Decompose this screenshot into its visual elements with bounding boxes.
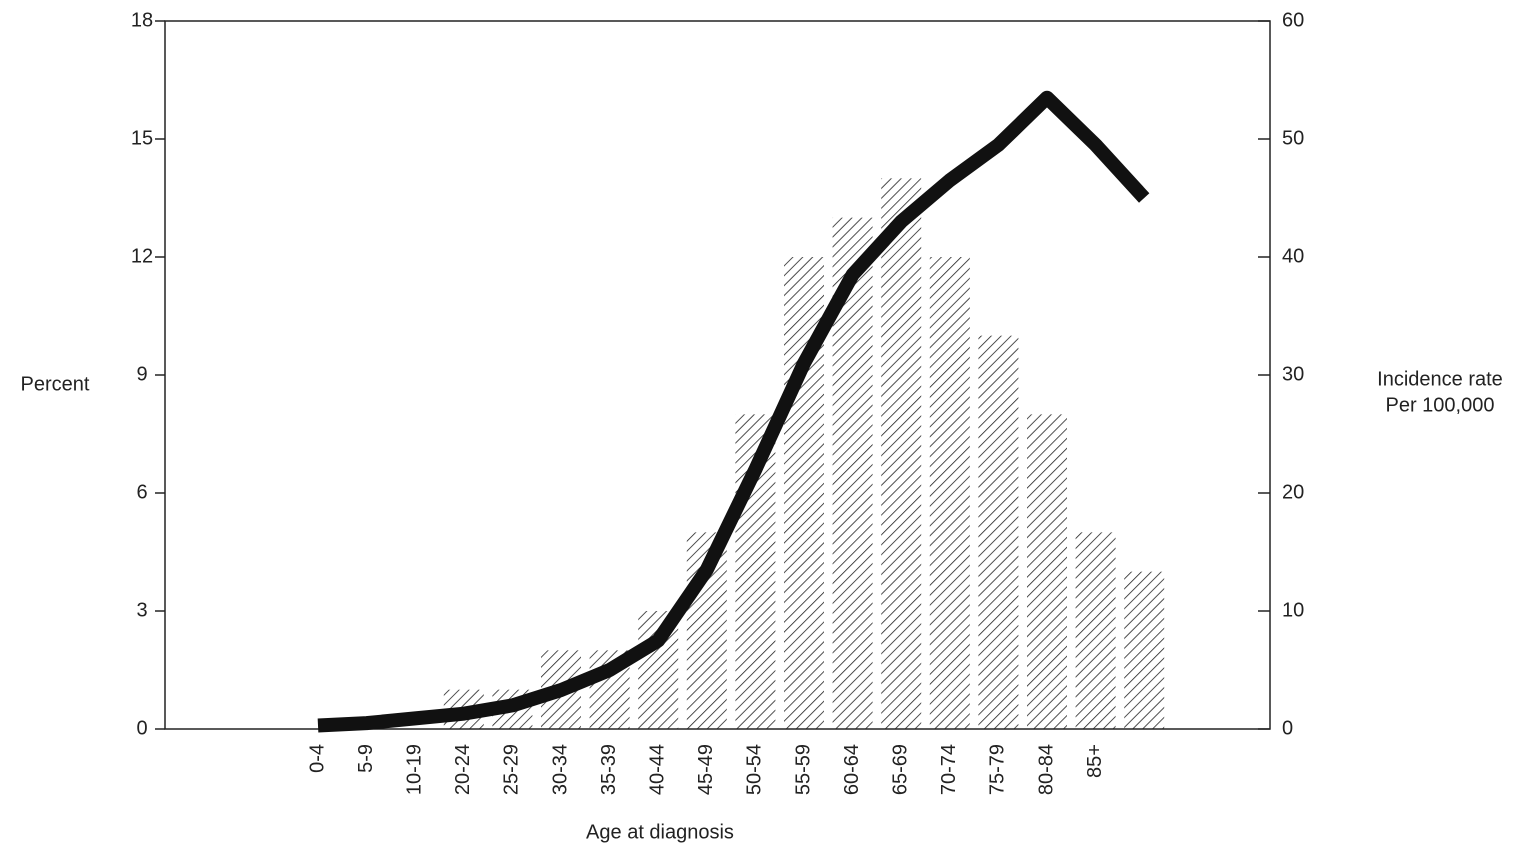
y-tick-label: 6 bbox=[136, 481, 147, 503]
x-tick-label: 85+ bbox=[1084, 744, 1106, 778]
y-tick-label: 15 bbox=[131, 127, 153, 149]
bar bbox=[929, 257, 970, 729]
y2-tick-label: 60 bbox=[1282, 9, 1304, 31]
x-tick-label: 65-69 bbox=[889, 744, 911, 795]
x-tick-label: 55-59 bbox=[792, 744, 814, 795]
y-tick-label: 12 bbox=[131, 245, 153, 267]
x-tick-label: 40-44 bbox=[646, 744, 668, 795]
x-tick-label: 0-4 bbox=[306, 744, 328, 773]
x-tick-label: 50-54 bbox=[744, 744, 766, 795]
x-tick-label: 20-24 bbox=[452, 744, 474, 795]
y-tick-label: 3 bbox=[136, 599, 147, 621]
y2-tick-label: 30 bbox=[1282, 363, 1304, 385]
incidence-line bbox=[317, 90, 1150, 733]
bar bbox=[1075, 532, 1116, 729]
bar bbox=[1027, 414, 1067, 729]
y2-tick-label: 50 bbox=[1282, 127, 1304, 149]
x-tick-label: 25-29 bbox=[501, 744, 523, 795]
x-tick-label: 5-9 bbox=[355, 744, 377, 773]
y2-axis-label: Incidence rate bbox=[1377, 368, 1503, 390]
y2-tick-label: 20 bbox=[1282, 481, 1304, 503]
x-tick-label: 70-74 bbox=[938, 744, 960, 795]
y2-tick-label: 0 bbox=[1282, 717, 1293, 739]
bar bbox=[978, 335, 1019, 729]
bar bbox=[881, 178, 922, 730]
x-tick-label: 30-34 bbox=[549, 744, 571, 795]
x-tick-label: 60-64 bbox=[841, 744, 863, 795]
x-tick-label: 10-19 bbox=[403, 744, 425, 795]
x-tick-label: 75-79 bbox=[987, 744, 1009, 795]
x-tick-label: 80-84 bbox=[1035, 744, 1057, 795]
y-tick-label: 9 bbox=[136, 363, 147, 385]
y-axis-label: Percent bbox=[21, 373, 90, 395]
y2-tick-label: 40 bbox=[1282, 245, 1304, 267]
y2-tick-label: 10 bbox=[1282, 599, 1304, 621]
x-tick-label: 35-39 bbox=[598, 744, 620, 795]
bar bbox=[1124, 571, 1165, 729]
y-tick-label: 18 bbox=[131, 9, 153, 31]
y-tick-label: 0 bbox=[136, 717, 147, 739]
y2-axis-label: Per 100,000 bbox=[1386, 394, 1495, 416]
x-axis-label: Age at diagnosis bbox=[586, 821, 734, 843]
x-tick-label: 45-49 bbox=[695, 744, 717, 795]
